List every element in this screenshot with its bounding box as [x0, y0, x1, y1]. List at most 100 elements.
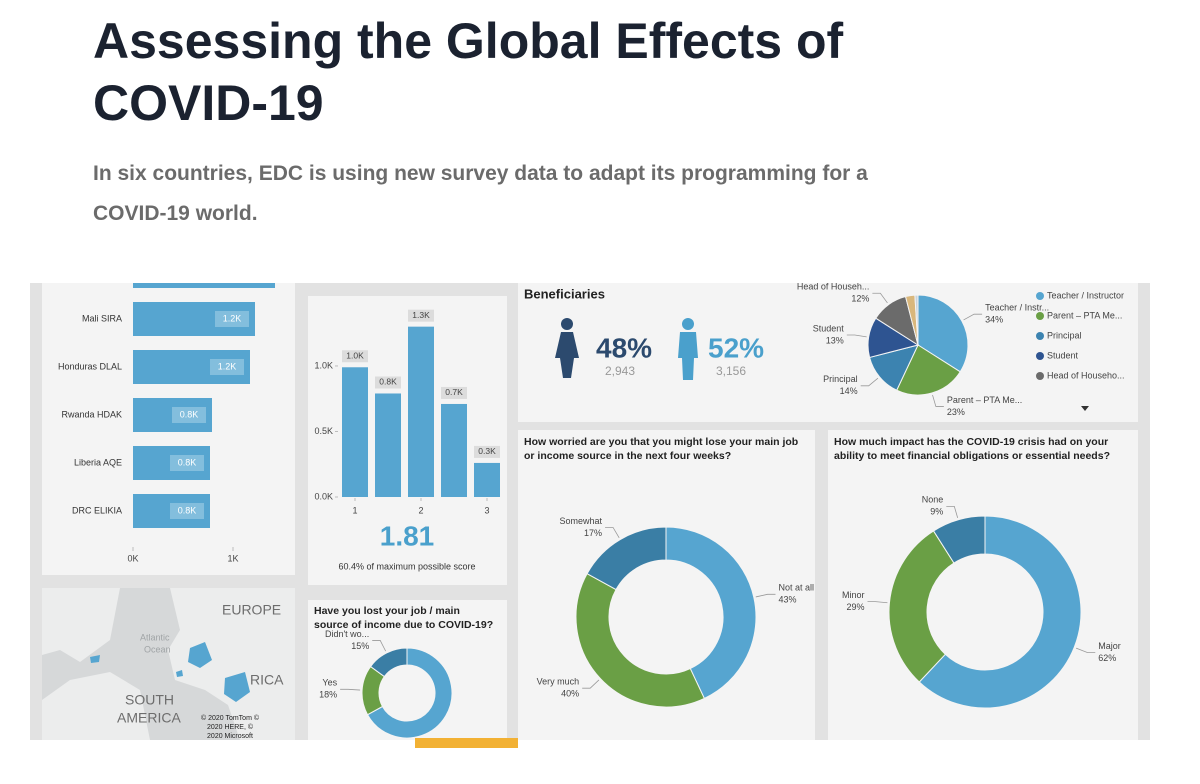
map-label: Atlantic [140, 632, 170, 642]
slice-label: Major [1098, 641, 1121, 651]
male-icon [678, 318, 698, 380]
value-label: 0.3K [478, 446, 496, 456]
slice-value: 62% [1098, 653, 1116, 663]
legend-swatch [1036, 312, 1044, 320]
legend-label: Parent – PTA Me... [1047, 310, 1122, 320]
y-tick-label: 0.5K [314, 426, 333, 436]
legend-swatch [1036, 332, 1044, 340]
slice [918, 515, 1082, 709]
page-bottom [0, 748, 1200, 784]
slice-value: 18% [319, 690, 337, 700]
slice-label: Head of Househ... [797, 282, 870, 292]
leader-line [582, 679, 600, 689]
attribution: 2020 Microsoft [207, 733, 253, 740]
slice-label: Very much [537, 677, 580, 687]
value-label-box [170, 455, 204, 471]
value-label-box [441, 386, 467, 399]
chart-title: Have you lost your job / main [314, 605, 460, 617]
percent: 52% [708, 332, 764, 363]
slice-value: 34% [985, 315, 1003, 325]
highlight-country [224, 672, 250, 702]
bar [408, 326, 434, 497]
chart: Mali SIRA 1.2K Honduras DLAL 1.2K Rwanda HDA… [58, 283, 275, 563]
highlight-country [176, 670, 183, 677]
leader-line [867, 601, 888, 604]
slice-label: Principal [823, 374, 858, 384]
chart: 0.0K 0.5K 1.0K 1 2 3 1.0K 0.8K 1.3K 0.7K 0.3K [314, 309, 500, 515]
slice-label: Yes [322, 678, 337, 688]
slice [888, 530, 955, 683]
slice-label: Not at all [778, 583, 814, 593]
value-label-box [170, 503, 204, 519]
slice-value: 29% [846, 602, 864, 612]
bar [474, 462, 500, 497]
value-label-box [375, 376, 401, 389]
chart-title: source of income due to COVID-19? [314, 619, 493, 631]
slice-value: 15% [351, 641, 369, 651]
map-label: EUROPE [222, 602, 281, 618]
slice [932, 515, 986, 564]
slice-label: None [922, 495, 944, 505]
slice-label: Teacher / Instr... [985, 303, 1049, 313]
leader-line [605, 527, 620, 539]
value-label-box [215, 311, 249, 327]
bar [133, 283, 275, 288]
bar [342, 367, 368, 497]
slice-label: Minor [842, 590, 865, 600]
x-tick-label: 3 [484, 505, 489, 515]
slice-value: 9% [930, 507, 943, 517]
map-label: AMERICA [117, 710, 181, 726]
legend-label: Head of Househo... [1047, 370, 1125, 380]
leader-line [1075, 647, 1096, 653]
legend-label: Principal [1047, 330, 1082, 340]
bar [441, 403, 467, 497]
slice-value: 43% [778, 595, 796, 605]
leader-line [372, 640, 387, 652]
slice [914, 294, 919, 346]
land [42, 588, 120, 662]
chart: Yes 18% Didn't wo... 15% Have you lost your … [314, 605, 493, 739]
category-label: Rwanda HDAK [61, 409, 122, 419]
map-label: Ocean [144, 644, 171, 654]
highlight-country [188, 642, 212, 668]
attribution: © 2020 TomTom © [201, 714, 260, 722]
x-tick-label: 1 [352, 505, 357, 515]
leader-line [860, 377, 879, 387]
slice-label: Parent – PTA Me... [947, 395, 1022, 405]
chart: Teacher / Instr... 34% Parent – PTA Me... 2… [797, 282, 1125, 417]
x-tick-label: 1K [227, 553, 238, 563]
leader-line [946, 505, 959, 519]
value-label-box [342, 350, 368, 363]
dropdown-arrow[interactable] [1081, 406, 1089, 411]
legend-swatch [1036, 292, 1044, 300]
y-tick-label: 1.0K [314, 360, 333, 370]
value-label: 0.8K [180, 409, 199, 419]
slice-value: 13% [826, 335, 844, 345]
map-label: SOUTH [125, 692, 174, 708]
slice-label: Didn't wo... [325, 629, 369, 639]
slice-value: 12% [851, 294, 869, 304]
slice [586, 526, 667, 591]
value-label: 0.8K [178, 505, 197, 515]
category-label: Liberia AQE [74, 457, 122, 467]
category-label: Mali SIRA [82, 313, 122, 323]
value-label-box [408, 309, 434, 322]
leader-line [846, 334, 867, 338]
land [168, 588, 295, 740]
value-label: 0.8K [379, 377, 397, 387]
land [42, 672, 150, 740]
legend-label: Student [1047, 350, 1079, 360]
slice [575, 572, 705, 708]
female-icon [555, 318, 579, 378]
slice-label: Student [813, 323, 845, 333]
category-label: Honduras DLAL [58, 361, 122, 371]
slice [366, 647, 453, 739]
score-caption: 60.4% of maximum possible score [338, 561, 475, 571]
chart-title: or income source in the next four weeks? [524, 450, 731, 462]
leader-line [340, 688, 361, 691]
chart-title: How much impact has the COVID-19 crisis … [834, 436, 1108, 448]
page-title: Assessing the Global Effects of [93, 13, 844, 69]
y-tick-label: 0.0K [314, 491, 333, 501]
value-label: 0.8K [178, 457, 197, 467]
count: 2,943 [605, 364, 635, 378]
